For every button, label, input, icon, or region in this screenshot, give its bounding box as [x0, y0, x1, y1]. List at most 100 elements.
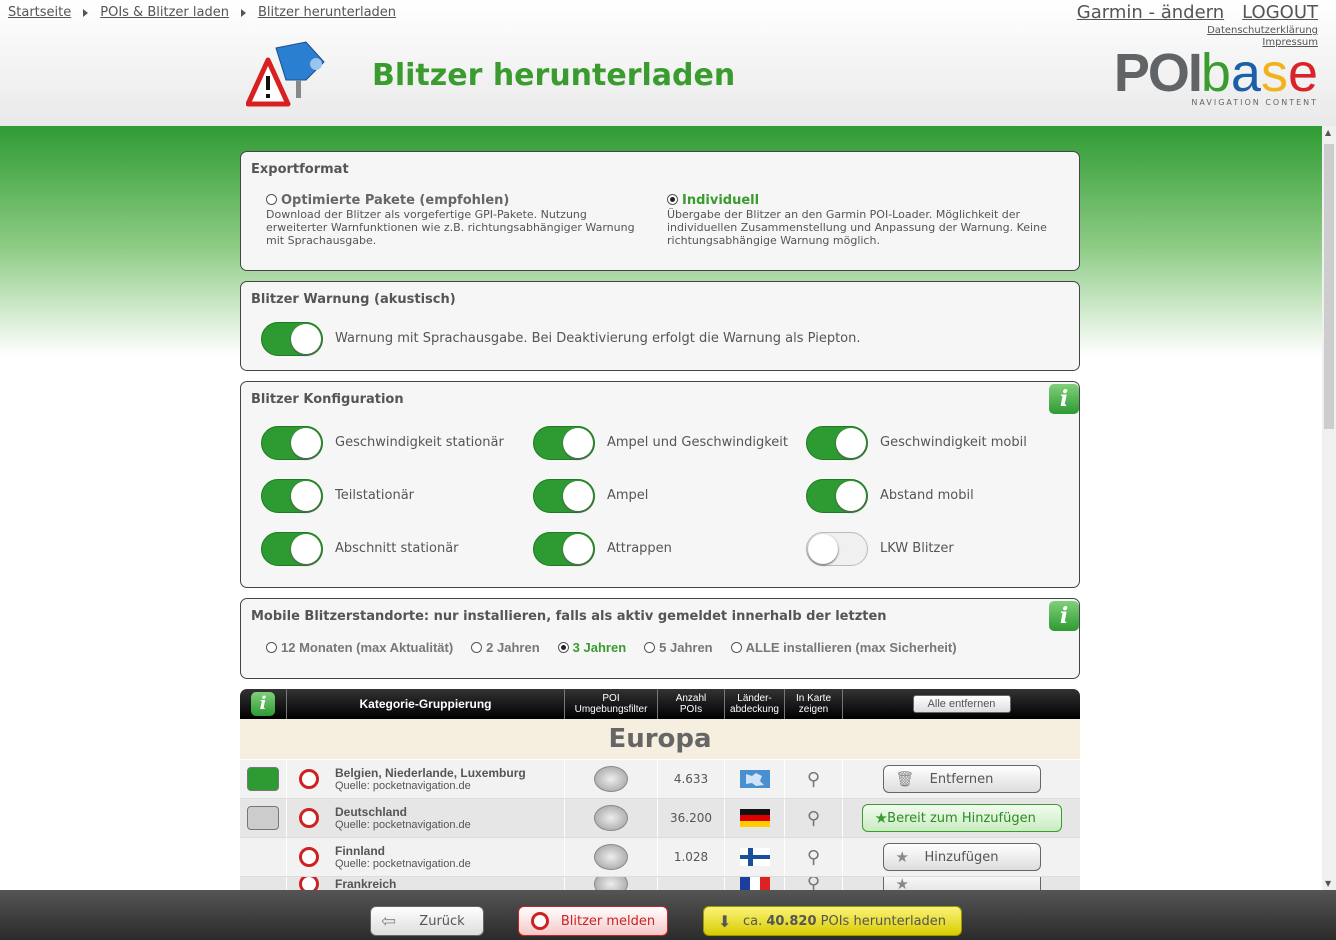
mobile-option[interactable]: 2 Jahren: [471, 640, 540, 655]
speed-camera-icon: [299, 847, 319, 867]
imprint-link[interactable]: Impressum: [1262, 37, 1318, 48]
radar-filter-icon[interactable]: [594, 805, 628, 831]
report-camera-button[interactable]: Blitzer melden: [518, 906, 668, 936]
breadcrumb-current[interactable]: Blitzer herunterladen: [257, 5, 397, 20]
option-label: 12 Monaten (max Aktualität): [281, 640, 454, 655]
mobile-locations-panel: Mobile Blitzerstandorte: nur installiere…: [240, 598, 1080, 679]
magnifier-icon[interactable]: ⚲: [806, 877, 821, 891]
row-name: Finnland: [335, 843, 385, 858]
breadcrumb-home[interactable]: Startseite: [8, 5, 72, 20]
radio-optimized[interactable]: [266, 194, 277, 205]
export-format-panel: Exportformat Optimierte Pakete (empfohle…: [240, 151, 1080, 271]
table-row: Finnland Quelle: pocketnavigation.de 1.028…: [240, 838, 1080, 877]
radio[interactable]: [644, 642, 656, 653]
header-count: Anzahl POIs: [658, 689, 725, 719]
logo-poi: POI: [1113, 43, 1203, 103]
logo-base: base: [1200, 43, 1318, 103]
mobile-option[interactable]: 3 Jahren: [557, 640, 626, 655]
table-row: Belgien, Niederlande, Luxemburg Quelle: p…: [240, 760, 1080, 799]
chevron-right-icon: [240, 8, 246, 17]
toggle-label: Ampel: [607, 488, 649, 503]
device-status-icon[interactable]: [247, 806, 279, 830]
toggle-4[interactable]: [533, 479, 595, 513]
back-button[interactable]: ⇦ Zurück: [370, 906, 484, 936]
voice-warning-toggle[interactable]: [261, 322, 323, 356]
toggle-label: Ampel und Geschwindigkeit: [607, 435, 789, 450]
row-action-button[interactable]: ★ Bereit zum Hinzufügen: [861, 804, 1062, 832]
row-action-button[interactable]: ★ Hinzufügen: [882, 843, 1041, 871]
poibase-logo: POIbase NAVIGATION CONTENT: [1114, 46, 1318, 108]
radio[interactable]: [266, 642, 277, 653]
row-action-button[interactable]: ★: [882, 877, 1041, 890]
info-icon[interactable]: i: [251, 692, 275, 716]
report-label: Blitzer melden: [560, 913, 656, 929]
toggle-5[interactable]: [806, 479, 868, 513]
header-map: In Karte zeigen: [785, 689, 843, 719]
change-device-link[interactable]: Garmin - ändern: [1076, 2, 1225, 23]
speed-camera-icon: [299, 877, 319, 890]
breadcrumb-pois[interactable]: POIs & Blitzer laden: [100, 5, 229, 20]
option-label: Individuell: [682, 193, 760, 208]
scrollbar-thumb[interactable]: [1324, 144, 1334, 429]
france-flag-icon: [725, 877, 785, 890]
radio[interactable]: [730, 642, 742, 653]
mobile-locations-title: Mobile Blitzerstandorte: nur installiere…: [251, 609, 887, 624]
toggle-8[interactable]: [806, 532, 868, 566]
mobile-option[interactable]: ALLE installieren (max Sicherheit): [730, 640, 957, 655]
magnifier-icon[interactable]: ⚲: [806, 846, 821, 868]
breadcrumb: Startseite POIs & Blitzer laden Blitzer …: [8, 5, 396, 20]
table-row: Frankreich ⚲ ★: [240, 877, 1080, 891]
toggle-1[interactable]: [533, 426, 595, 460]
export-option-optimized[interactable]: Optimierte Pakete (empfohlen) Download d…: [266, 193, 651, 247]
star-add-icon: ★: [895, 848, 909, 866]
toggle-label: Attrappen: [607, 541, 672, 556]
toggle-label: Geschwindigkeit stationär: [335, 435, 504, 450]
radio[interactable]: [471, 642, 483, 653]
chevron-right-icon: [83, 8, 89, 17]
download-icon: ⬇: [718, 911, 732, 931]
speed-camera-icon: [299, 808, 319, 828]
toggle-0[interactable]: [261, 426, 323, 460]
acoustic-warning-panel: Blitzer Warnung (akustisch) Warnung mit …: [240, 281, 1080, 371]
header-filter: POI Umgebungsfilter: [565, 689, 658, 719]
option-description: Übergabe der Blitzer an den Garmin POI-L…: [667, 208, 1047, 247]
logo-subtitle: NAVIGATION CONTENT: [1191, 98, 1318, 107]
scrollbar[interactable]: ▲ ▼: [1322, 126, 1336, 890]
download-button[interactable]: ⬇ ca. 40.820 POIs herunterladen: [703, 906, 962, 936]
header-coverage: Länder-abdeckung: [725, 689, 785, 719]
mobile-option[interactable]: 5 Jahren: [644, 640, 713, 655]
magnifier-icon[interactable]: ⚲: [806, 807, 821, 829]
radio-individual[interactable]: [667, 194, 678, 205]
radio[interactable]: [557, 642, 569, 653]
toggle-7[interactable]: [533, 532, 595, 566]
magnifier-icon[interactable]: ⚲: [806, 768, 821, 790]
radar-filter-icon[interactable]: [594, 844, 628, 870]
finland-flag-icon: [725, 838, 785, 876]
logout-link[interactable]: LOGOUT: [1242, 2, 1318, 23]
remove-all-button[interactable]: Alle entfernen: [912, 695, 1011, 713]
scroll-down-icon[interactable]: ▼: [1325, 879, 1332, 888]
export-option-individual[interactable]: Individuell Übergabe der Blitzer an den …: [667, 193, 1057, 247]
info-icon[interactable]: i: [1049, 601, 1079, 631]
toggle-3[interactable]: [261, 479, 323, 513]
radar-filter-icon[interactable]: [594, 766, 628, 792]
mobile-option[interactable]: 12 Monaten (max Aktualität): [266, 640, 453, 655]
privacy-link[interactable]: Datenschutzerklärung: [1207, 25, 1318, 36]
row-action-button[interactable]: 🗑 Entfernen: [882, 765, 1041, 793]
toggle-6[interactable]: [261, 532, 323, 566]
scroll-up-icon[interactable]: ▲: [1325, 128, 1332, 137]
toggle-label: Abstand mobil: [880, 488, 974, 503]
toggle-2[interactable]: [806, 426, 868, 460]
row-count: 36.200: [658, 799, 725, 837]
option-label: ALLE installieren (max Sicherheit): [745, 640, 957, 655]
option-label: 5 Jahren: [659, 640, 713, 655]
device-status-icon[interactable]: [247, 767, 279, 791]
action-label: Bereit zum Hinzufügen: [887, 810, 1036, 826]
row-name: Deutschland: [335, 804, 408, 819]
download-label: ca. 40.820 POIs herunterladen: [742, 913, 947, 929]
speed-camera-icon: [299, 769, 319, 789]
info-icon[interactable]: i: [1049, 384, 1079, 414]
option-description: Download der Blitzer als vorgefertige GP…: [266, 208, 635, 247]
action-label: Entfernen: [929, 771, 994, 787]
radar-filter-icon[interactable]: [594, 877, 628, 890]
